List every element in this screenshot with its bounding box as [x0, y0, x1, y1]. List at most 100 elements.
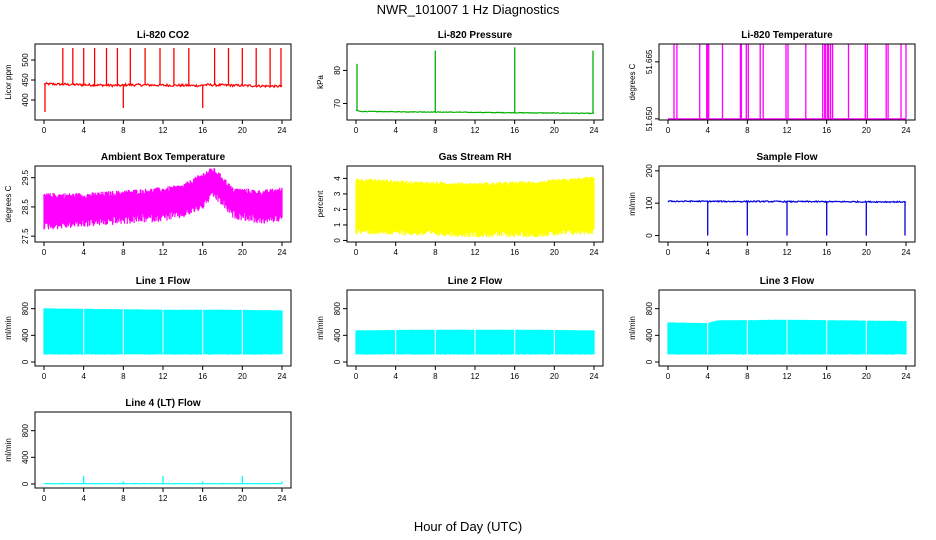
- y-axis-label: degrees C: [628, 63, 637, 100]
- chart-title: Li-820 Pressure: [438, 30, 513, 41]
- x-tick-label: 16: [198, 126, 207, 135]
- x-tick-label: 12: [159, 126, 168, 135]
- y-tick-label: 0: [21, 359, 30, 364]
- x-tick-label: 16: [510, 372, 519, 381]
- figure-title: NWR_101007 1 Hz Diagnostics: [376, 2, 560, 17]
- x-tick-label: 0: [666, 126, 671, 135]
- chart-title: Line 4 (LT) Flow: [125, 398, 201, 409]
- x-tick-label: 16: [822, 248, 831, 257]
- y-tick-label: 2: [333, 207, 342, 212]
- series-line: [355, 47, 595, 115]
- y-tick-label: 800: [333, 301, 342, 315]
- series-line: [43, 476, 283, 485]
- x-tick-label: 24: [902, 126, 911, 135]
- y-tick-label: 3: [333, 191, 342, 196]
- x-tick-label: 0: [42, 372, 47, 381]
- y-tick-label: 500: [21, 53, 30, 67]
- y-tick-label: 400: [21, 328, 30, 342]
- plot-frame: [346, 289, 604, 367]
- x-tick-label: 16: [198, 372, 207, 381]
- chart-panel-9: Line 3 Flow 0 4 8 12 16 20 24 0 400 800 ml/min: [628, 276, 916, 381]
- x-tick-label: 16: [510, 248, 519, 257]
- x-tick-label: 12: [471, 248, 480, 257]
- y-axis-label: Licor ppm: [4, 64, 13, 99]
- x-tick-label: 8: [121, 372, 126, 381]
- series-line: [668, 44, 907, 120]
- x-tick-label: 4: [393, 248, 398, 257]
- plot-frame: [346, 43, 604, 121]
- x-tick-label: 8: [433, 126, 438, 135]
- y-tick-label: 28.5: [21, 199, 30, 215]
- series-band: [355, 329, 595, 355]
- x-tick-label: 24: [902, 372, 911, 381]
- x-tick-label: 4: [81, 494, 86, 503]
- x-tick-label: 20: [238, 248, 247, 257]
- y-tick-label: 51.665: [645, 49, 654, 74]
- series-baseline: [43, 81, 283, 89]
- series-line: [43, 168, 283, 230]
- x-tick-label: 0: [42, 494, 47, 503]
- x-tick-label: 20: [238, 126, 247, 135]
- x-tick-label: 20: [550, 372, 559, 381]
- x-tick-label: 12: [783, 248, 792, 257]
- y-tick-label: 51.650: [645, 106, 654, 131]
- x-tick-label: 4: [705, 372, 710, 381]
- y-tick-label: 0: [645, 359, 654, 364]
- x-tick-label: 0: [354, 126, 359, 135]
- x-tick-label: 4: [393, 372, 398, 381]
- y-tick-label: 0: [333, 359, 342, 364]
- x-tick-label: 12: [159, 494, 168, 503]
- y-axis-label: percent: [316, 190, 325, 217]
- x-tick-label: 0: [42, 248, 47, 257]
- y-axis-label: ml/min: [628, 192, 637, 216]
- x-tick-label: 20: [238, 372, 247, 381]
- chart-title: Li-820 CO2: [137, 30, 190, 41]
- x-tick-label: 24: [278, 248, 287, 257]
- y-axis-label: ml/min: [4, 438, 13, 462]
- series-baseline: [355, 109, 595, 115]
- x-tick-label: 16: [510, 126, 519, 135]
- chart-title: Li-820 Temperature: [741, 30, 833, 41]
- x-tick-label: 8: [433, 248, 438, 257]
- x-tick-label: 0: [42, 126, 47, 135]
- chart-title: Ambient Box Temperature: [101, 152, 226, 163]
- y-tick-label: 100: [645, 196, 654, 210]
- y-tick-label: 0: [333, 238, 342, 243]
- chart-title: Line 1 Flow: [136, 276, 191, 287]
- chart-panel-3: Li-820 Temperature 0 4 8 12 16 20 24 51.650 51.66…: [628, 30, 916, 135]
- series-band: [355, 176, 595, 238]
- x-tick-label: 12: [471, 372, 480, 381]
- x-tick-label: 0: [354, 372, 359, 381]
- chart-panel-2: Li-820 Pressure 0 4 8 12 16 20 24 70 80 kPa: [316, 30, 604, 135]
- y-tick-label: 800: [645, 301, 654, 315]
- y-tick-label: 800: [21, 423, 30, 437]
- x-tick-label: 20: [550, 126, 559, 135]
- chart-title: Line 2 Flow: [448, 276, 503, 287]
- x-tick-label: 24: [278, 494, 287, 503]
- x-axis-title: Hour of Day (UTC): [413, 519, 523, 534]
- y-tick-label: 200: [645, 164, 654, 178]
- series-line: [43, 308, 283, 355]
- y-tick-label: 1: [333, 222, 342, 227]
- x-tick-label: 12: [159, 248, 168, 257]
- x-tick-label: 4: [81, 248, 86, 257]
- series-line: [43, 48, 283, 112]
- x-tick-label: 4: [393, 126, 398, 135]
- x-tick-label: 20: [550, 248, 559, 257]
- y-axis-label: ml/min: [316, 316, 325, 340]
- y-axis-label: kPa: [316, 75, 325, 89]
- chart-panel-4: Ambient Box Temperature 0 4 8 12 16 20 24 27.5 28…: [4, 152, 292, 257]
- y-tick-label: 70: [333, 98, 342, 107]
- series-band: [667, 319, 907, 355]
- x-tick-label: 8: [433, 372, 438, 381]
- x-tick-label: 8: [745, 126, 750, 135]
- x-tick-label: 0: [354, 248, 359, 257]
- x-tick-label: 8: [121, 494, 126, 503]
- x-tick-label: 12: [159, 372, 168, 381]
- y-tick-label: 400: [21, 93, 30, 107]
- x-tick-label: 16: [822, 372, 831, 381]
- chart-title: Gas Stream RH: [439, 152, 512, 163]
